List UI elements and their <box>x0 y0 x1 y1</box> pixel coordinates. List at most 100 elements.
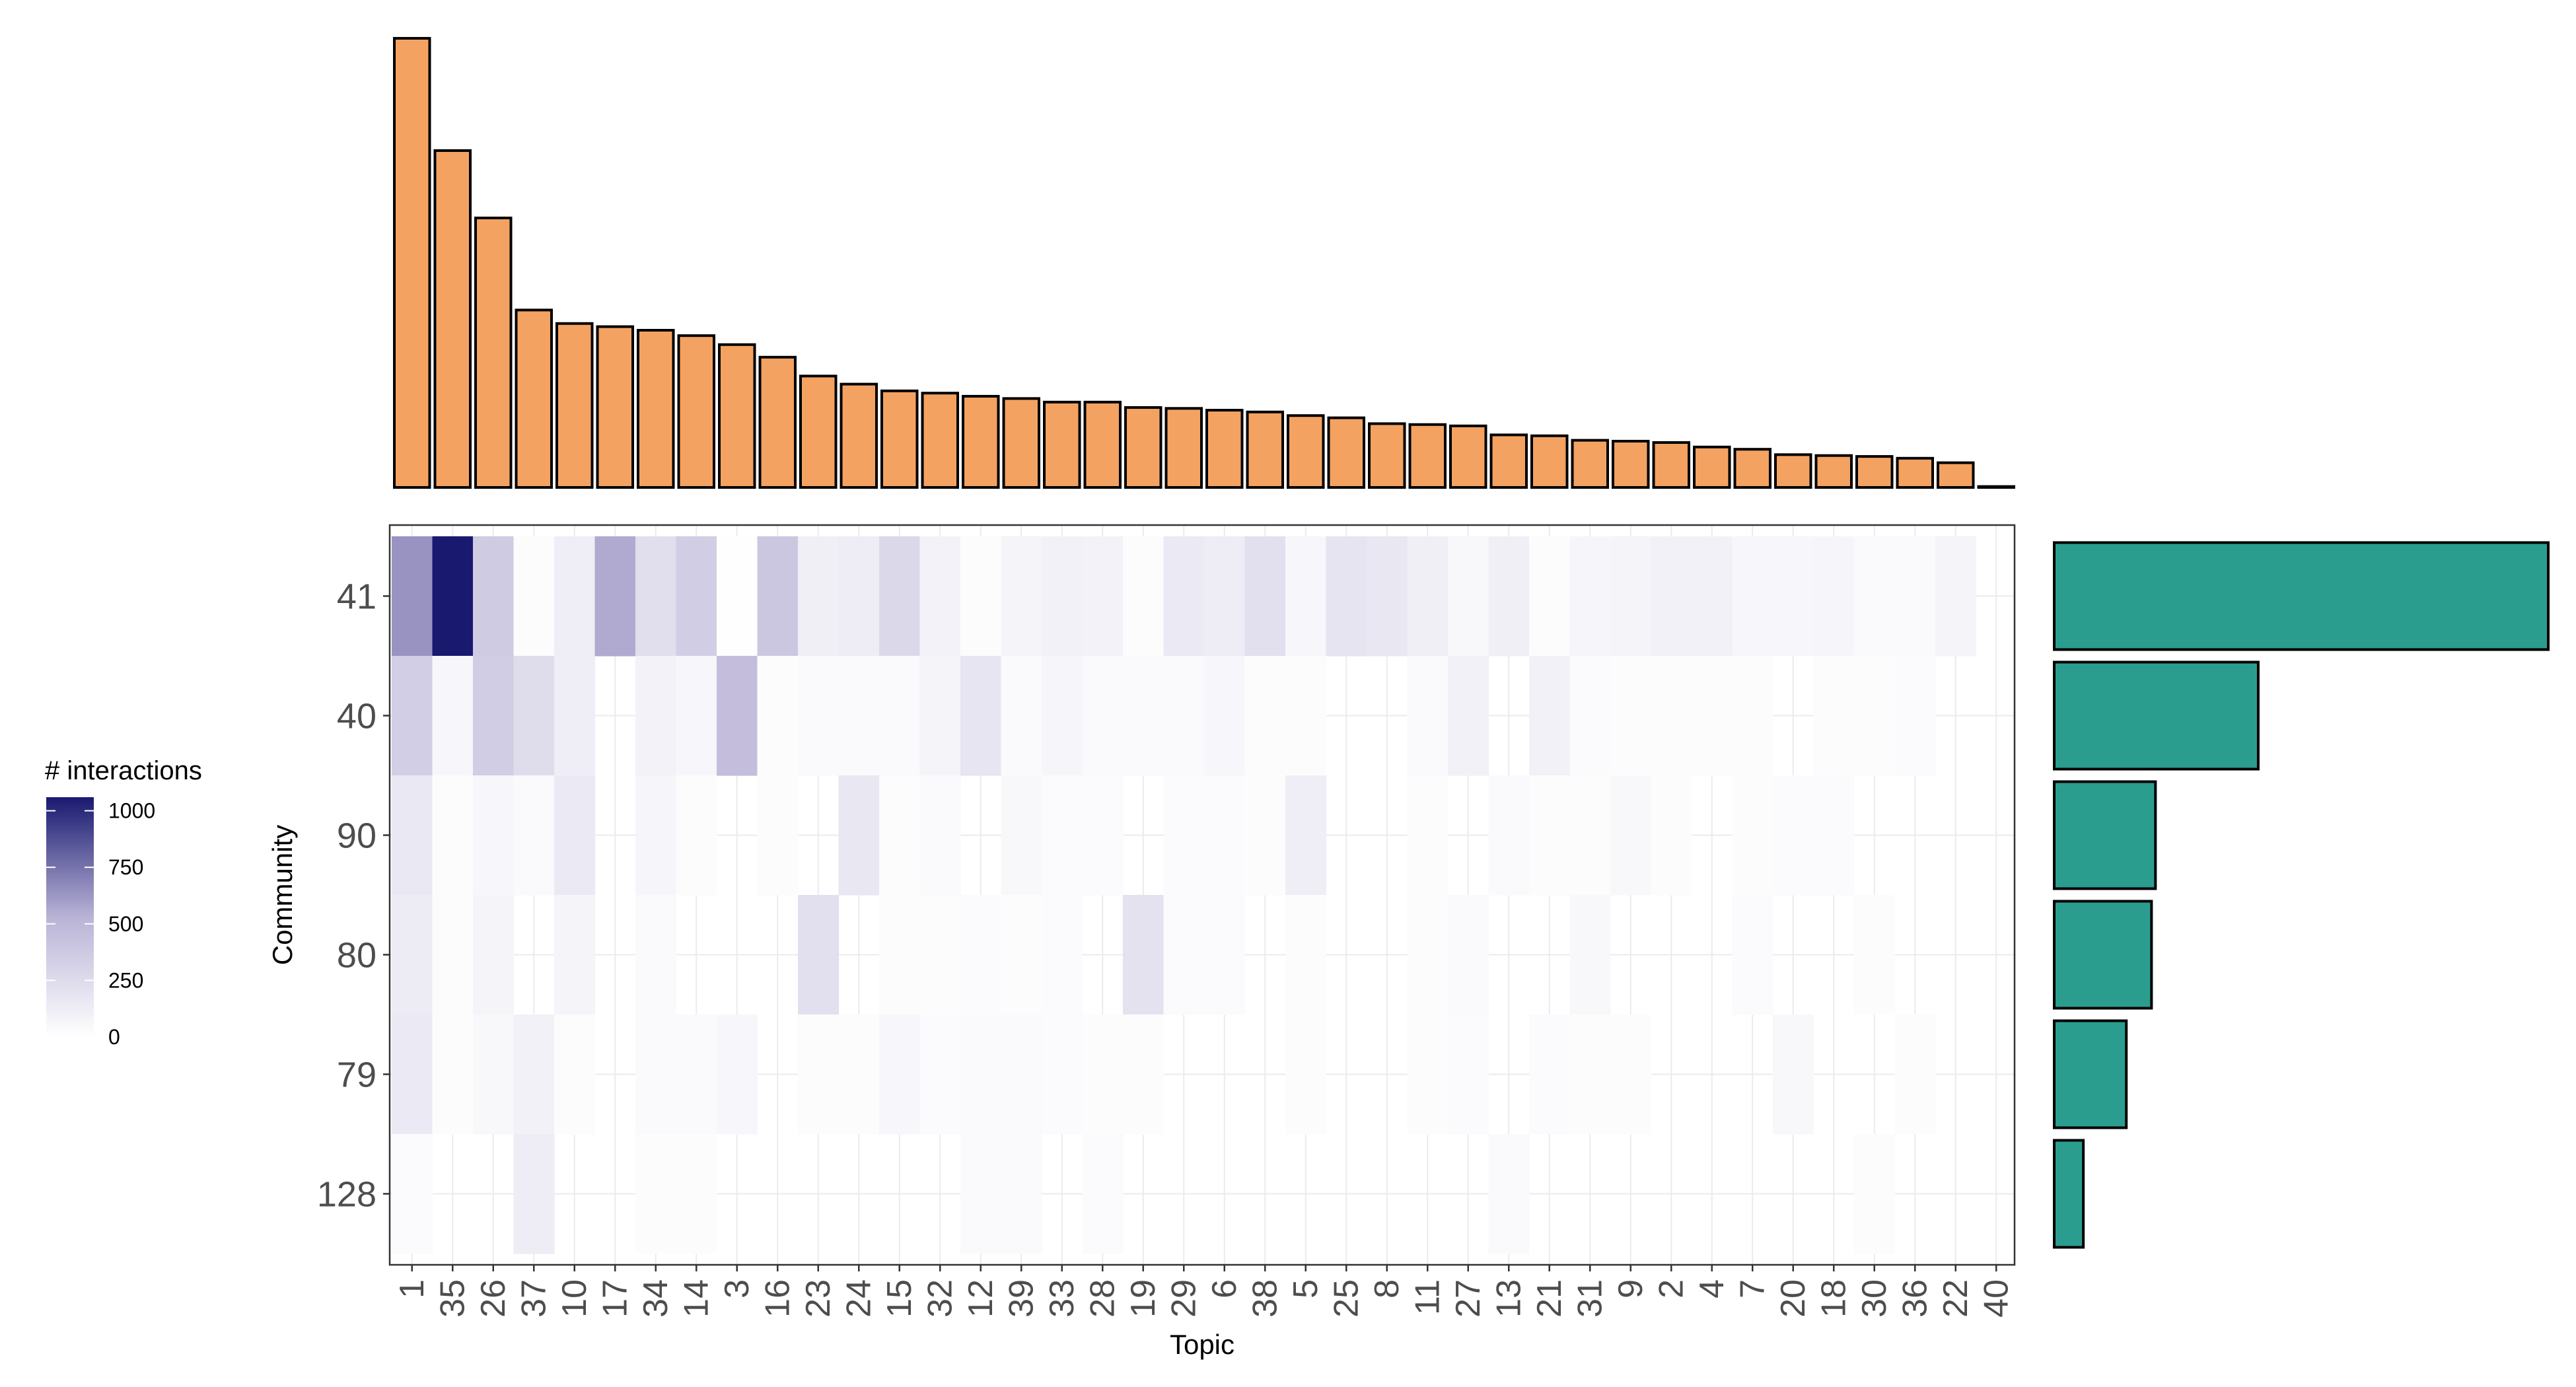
legend-tick-label: 500 <box>108 912 143 936</box>
heat-cell-79-39 <box>1001 1014 1042 1135</box>
heat-cell-40-6 <box>1204 656 1246 776</box>
top-bar-topic-6 <box>1205 409 1244 489</box>
y-tick-label: 41 <box>337 577 376 617</box>
x-tick-label: 23 <box>799 1279 838 1318</box>
heat-cell-79-26 <box>473 1014 515 1135</box>
heat-cell-90-29 <box>1163 775 1205 896</box>
heat-cell-41-1 <box>392 536 433 657</box>
heat-cell-128-37 <box>513 1134 555 1254</box>
heat-cell-41-16 <box>757 536 799 657</box>
heat-cell-80-23 <box>798 895 840 1015</box>
heat-cell-40-38 <box>1244 656 1286 776</box>
x-tick-label: 7 <box>1733 1279 1771 1298</box>
heat-cell-90-33 <box>1042 775 1083 896</box>
x-tick-label: 36 <box>1896 1279 1934 1318</box>
x-tick-label: 31 <box>1571 1279 1609 1318</box>
heat-cell-41-13 <box>1488 536 1530 657</box>
heat-cell-128-28 <box>1082 1134 1124 1254</box>
x-tick-label: 40 <box>1977 1279 2015 1318</box>
x-tick-label: 26 <box>474 1279 513 1318</box>
top-bar-topic-8 <box>1368 422 1406 489</box>
heat-cell-40-11 <box>1407 656 1449 776</box>
heat-cell-90-2 <box>1651 775 1692 896</box>
legend-color-bar <box>46 797 94 1037</box>
top-bar-topic-32 <box>921 392 959 489</box>
top-bar-topic-19 <box>1124 406 1163 489</box>
heat-cell-90-31 <box>1569 775 1611 896</box>
heatmap-panel-border <box>388 524 2016 1266</box>
y-tick-label: 90 <box>337 816 376 856</box>
heat-cell-80-31 <box>1569 895 1611 1015</box>
top-bar-topic-36 <box>1896 456 1934 489</box>
top-bar-topic-1 <box>393 37 431 489</box>
heat-cell-41-36 <box>1894 536 1936 657</box>
heat-cell-90-32 <box>919 775 961 896</box>
heat-cell-41-10 <box>554 536 596 657</box>
right-bar-community-40 <box>2053 660 2260 771</box>
legend-tick-label: 250 <box>108 968 143 992</box>
heat-cell-41-2 <box>1651 536 1692 657</box>
legend-tick-label: 750 <box>108 855 143 879</box>
x-tick-label: 6 <box>1205 1279 1244 1298</box>
heat-cell-79-1 <box>392 1014 433 1135</box>
heat-cell-90-1 <box>392 775 433 896</box>
y-tick-label: 80 <box>337 936 376 976</box>
heat-cell-41-6 <box>1204 536 1246 657</box>
heat-cell-40-12 <box>960 656 1002 776</box>
x-tick-label: 1 <box>393 1279 431 1298</box>
top-bar-topic-29 <box>1164 407 1203 489</box>
heat-cell-79-19 <box>1123 1014 1164 1135</box>
top-bar-topic-24 <box>840 382 878 489</box>
top-bar-topic-20 <box>1774 453 1812 489</box>
heat-cell-80-5 <box>1285 895 1327 1015</box>
heat-cell-79-24 <box>838 1014 880 1135</box>
heat-cell-40-14 <box>676 656 717 776</box>
right-bar-community-41 <box>2053 541 2550 651</box>
heat-cell-128-34 <box>635 1134 677 1254</box>
heat-cell-80-30 <box>1854 895 1896 1015</box>
heat-cell-80-15 <box>879 895 921 1015</box>
x-tick-label: 19 <box>1124 1279 1163 1318</box>
heat-cell-128-30 <box>1854 1134 1896 1254</box>
top-bar-topic-30 <box>1855 455 1894 489</box>
heat-cell-79-5 <box>1285 1014 1327 1135</box>
top-bar-topic-13 <box>1489 433 1528 489</box>
x-tick-label: 35 <box>433 1279 472 1318</box>
x-tick-label: 24 <box>840 1279 878 1318</box>
heat-cell-41-26 <box>473 536 515 657</box>
heat-cell-41-7 <box>1732 536 1773 657</box>
heat-cell-79-11 <box>1407 1014 1449 1135</box>
heat-cell-40-4 <box>1692 656 1733 776</box>
top-bar-topic-38 <box>1246 410 1284 489</box>
top-bar-topic-7 <box>1733 448 1771 489</box>
y-tick-label: 79 <box>337 1055 376 1095</box>
x-tick-label: 10 <box>555 1279 594 1318</box>
heat-cell-41-37 <box>513 536 555 657</box>
heat-cell-128-12 <box>960 1134 1002 1254</box>
heat-cell-40-26 <box>473 656 515 776</box>
heat-cell-41-30 <box>1854 536 1896 657</box>
heat-cell-40-37 <box>513 656 555 776</box>
x-tick-label: 25 <box>1327 1279 1365 1318</box>
heat-cell-41-14 <box>676 536 717 657</box>
heat-cell-79-10 <box>554 1014 596 1135</box>
heat-cell-90-20 <box>1773 775 1814 896</box>
y-tick-label: 128 <box>317 1175 376 1215</box>
heat-cell-79-12 <box>960 1014 1002 1135</box>
heat-cell-41-12 <box>960 536 1002 657</box>
top-bar-topic-15 <box>880 389 919 489</box>
heat-cell-40-2 <box>1651 656 1692 776</box>
top-bar-topic-35 <box>433 149 472 489</box>
heat-cell-41-9 <box>1610 536 1652 657</box>
top-bar-topic-11 <box>1408 423 1447 489</box>
heat-cell-40-27 <box>1448 656 1489 776</box>
top-bar-topic-23 <box>799 374 838 489</box>
heat-cell-128-1 <box>392 1134 433 1254</box>
heat-cell-80-27 <box>1448 895 1489 1015</box>
x-axis-title: Topic <box>1170 1329 1234 1360</box>
heat-cell-80-39 <box>1001 895 1042 1015</box>
heat-cell-40-18 <box>1813 656 1855 776</box>
heat-cell-90-5 <box>1285 775 1327 896</box>
x-tick-label: 15 <box>880 1279 919 1318</box>
heat-cell-80-26 <box>473 895 515 1015</box>
